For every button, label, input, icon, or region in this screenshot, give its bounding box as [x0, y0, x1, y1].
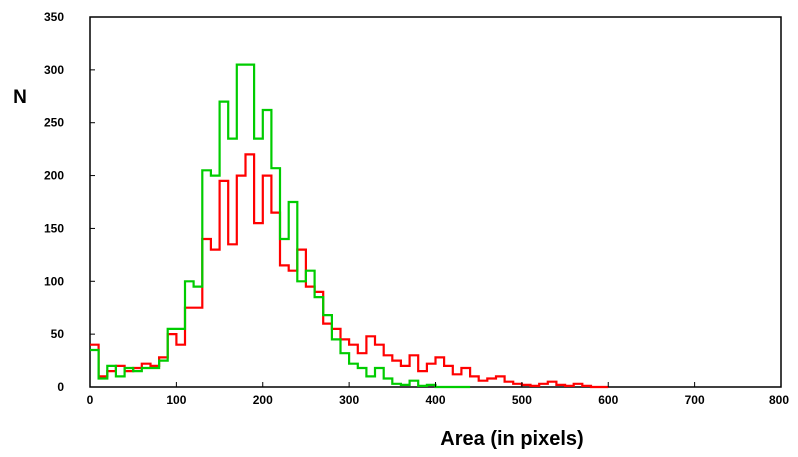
x-tick-label: 700	[685, 393, 705, 407]
x-tick-label: 200	[253, 393, 273, 407]
x-tick-label: 500	[512, 393, 532, 407]
y-tick-label: 250	[44, 116, 64, 130]
y-tick-label: 0	[57, 380, 64, 394]
x-tick-label: 100	[166, 393, 186, 407]
y-tick-label: 50	[51, 327, 65, 341]
x-tick-label: 0	[87, 393, 94, 407]
y-tick-label: 300	[44, 63, 64, 77]
series-1-line	[90, 153, 609, 389]
series-layer	[90, 63, 609, 389]
y-tick-label: 100	[44, 274, 64, 288]
plot-area	[89, 16, 782, 388]
x-tick-label: 800	[769, 393, 789, 407]
x-tick-label: 400	[425, 393, 445, 407]
y-tick-label: 200	[44, 169, 64, 183]
ticks-layer: 0 100 200 300 400 500 600 700 800 0 50 100 150 200 250…	[44, 10, 789, 407]
series-2-line	[90, 63, 471, 389]
y-axis-title: N	[13, 87, 27, 108]
x-tick-label: 600	[598, 393, 618, 407]
y-tick-label: 150	[44, 221, 64, 235]
x-axis-title: Area (in pixels)	[440, 428, 583, 450]
y-tick-label: 350	[44, 10, 64, 24]
x-tick-label: 300	[339, 393, 359, 407]
